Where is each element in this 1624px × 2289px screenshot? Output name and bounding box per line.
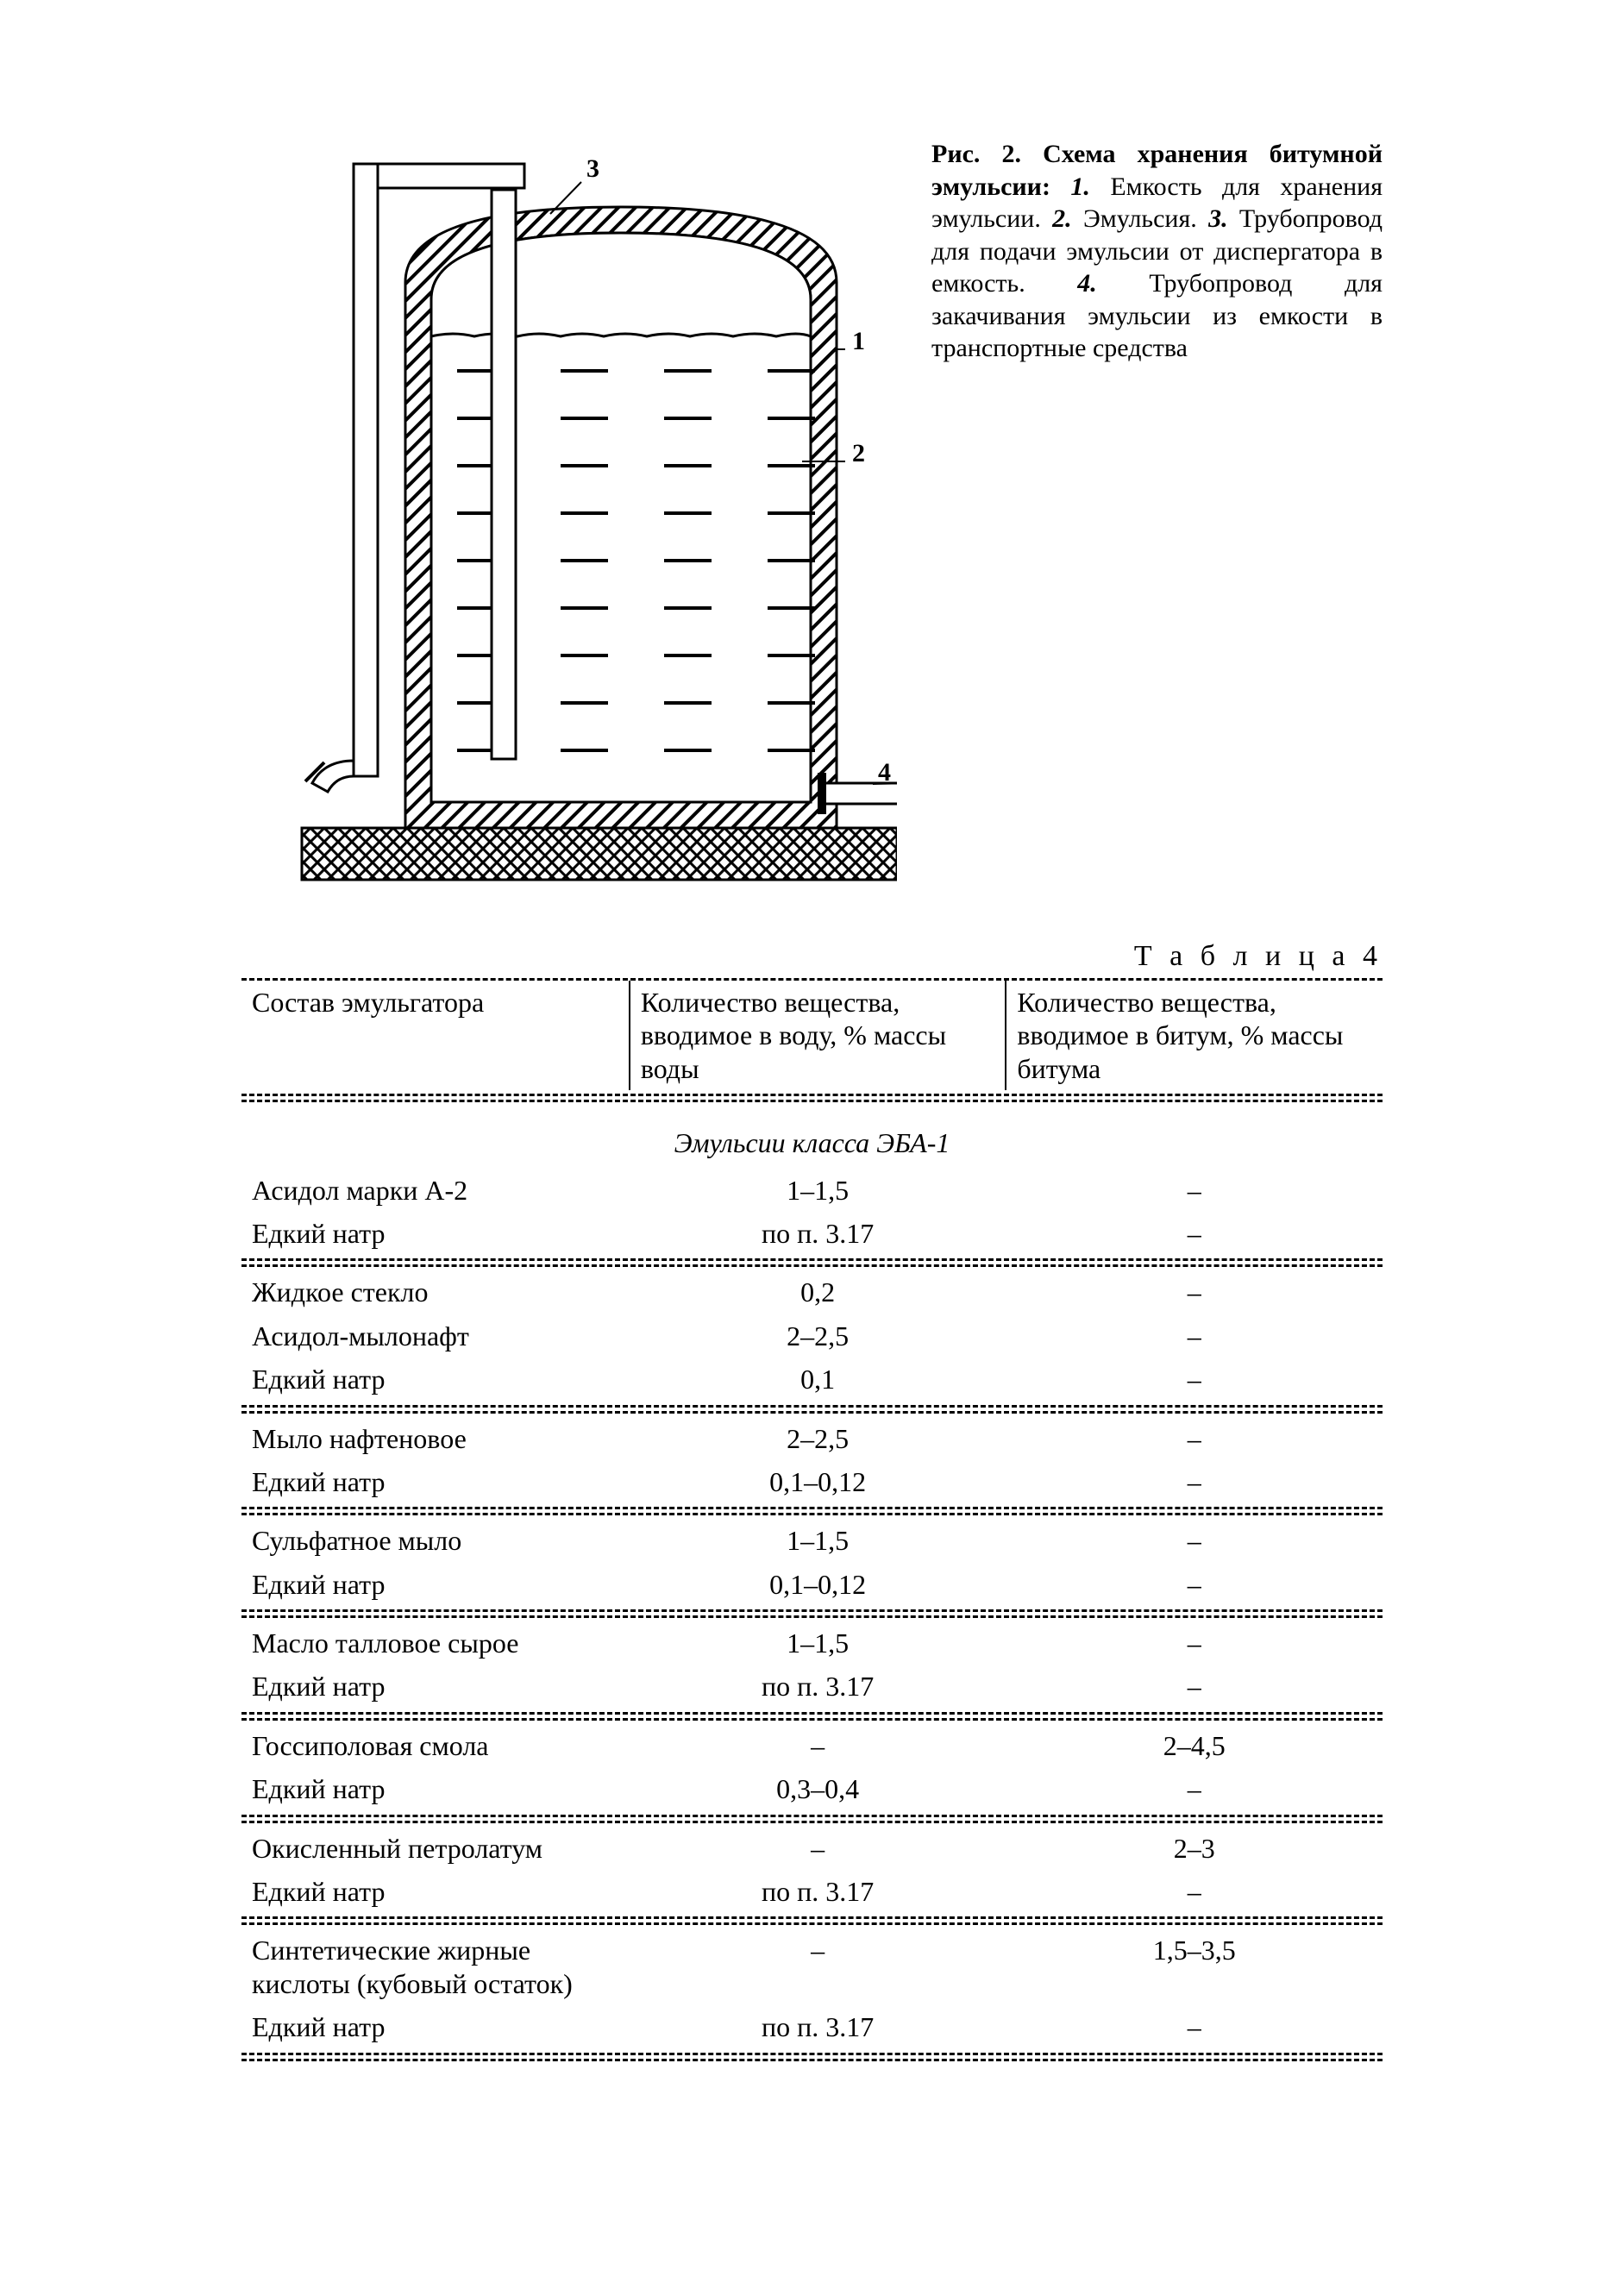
table-row: Едкий натр0,1– [241, 1358, 1383, 1401]
cell-name: Едкий натр [241, 1870, 630, 1913]
cell-bitumen: 1,5–3,5 [1006, 1928, 1383, 2005]
cell-bitumen: – [1006, 1563, 1383, 1606]
table-row: Сульфатное мыло1–1,5– [241, 1519, 1383, 1562]
cell-name: Едкий натр [241, 1563, 630, 1606]
header-bitumen: Количество вещества, вводимое в битум, %… [1006, 981, 1383, 1090]
table-row: Едкий натр0,1–0,12– [241, 1460, 1383, 1503]
cell-name: Едкий натр [241, 1460, 630, 1503]
table-number: Т а б л и ц а 4 [241, 940, 1383, 973]
cell-bitumen: – [1006, 1665, 1383, 1708]
cell-water: – [630, 1724, 1006, 1767]
cell-water: 2–2,5 [630, 1314, 1006, 1358]
table-row: Синтетические жирные кислоты (кубовый ос… [241, 1928, 1383, 2005]
cell-water: 0,2 [630, 1270, 1006, 1314]
cell-name: Жидкое стекло [241, 1270, 630, 1314]
cell-bitumen: – [1006, 1621, 1383, 1665]
emulsifier-table: Состав эмульгатора Количество вещества, … [241, 981, 1383, 2065]
cell-water: 0,1–0,12 [630, 1460, 1006, 1503]
table-header-row: Состав эмульгатора Количество вещества, … [241, 981, 1383, 1090]
cell-bitumen: 2–4,5 [1006, 1724, 1383, 1767]
figure-section: 1 2 3 4 Рис. 2. Схема хранения би­тумной эм… [241, 138, 1383, 888]
cell-water: 2–2,5 [630, 1417, 1006, 1460]
cell-bitumen: – [1006, 1314, 1383, 1358]
cell-name: Окисленный петролатум [241, 1827, 630, 1870]
table-row: Едкий натрпо п. 3.17– [241, 1212, 1383, 1255]
table-subheader: Эмульсии класса ЭБА-1 [241, 1106, 1383, 1168]
table-row: Асидол марки А-21–1,5– [241, 1169, 1383, 1212]
cell-name: Едкий натр [241, 1358, 630, 1401]
header-water: Количество вещества, вводимое в воду, % … [630, 981, 1006, 1090]
cell-bitumen: – [1006, 1212, 1383, 1255]
table-row: Едкий натр0,3–0,4– [241, 1767, 1383, 1810]
cell-water: по п. 3.17 [630, 1665, 1006, 1708]
cell-water: по п. 3.17 [630, 1212, 1006, 1255]
cell-bitumen: – [1006, 2005, 1383, 2048]
cell-water: 0,1–0,12 [630, 1563, 1006, 1606]
header-composition: Состав эмульгатора [241, 981, 630, 1090]
cell-water: – [630, 1928, 1006, 2005]
table-row: Асидол-мылонафт2–2,5– [241, 1314, 1383, 1358]
cell-name: Едкий натр [241, 2005, 630, 2048]
cell-name: Масло талловое сырое [241, 1621, 630, 1665]
table-row: Жидкое стекло0,2– [241, 1270, 1383, 1314]
cell-bitumen: – [1006, 1767, 1383, 1810]
figure-caption: Рис. 2. Схема хранения би­тумной эмульси… [897, 138, 1383, 365]
table-row: Окисленный петролатум–2–3 [241, 1827, 1383, 1870]
cell-name: Синтетические жирные кислоты (кубовый ос… [241, 1928, 630, 2005]
cell-name: Мыло нафтеновое [241, 1417, 630, 1460]
cell-water: 1–1,5 [630, 1169, 1006, 1212]
cell-bitumen: – [1006, 1460, 1383, 1503]
cell-water: 1–1,5 [630, 1621, 1006, 1665]
cell-name: Едкий натр [241, 1212, 630, 1255]
cell-name: Едкий натр [241, 1767, 630, 1810]
cell-name: Едкий натр [241, 1665, 630, 1708]
table-row: Едкий натр0,1–0,12– [241, 1563, 1383, 1606]
table-row: Едкий натрпо п. 3.17– [241, 1665, 1383, 1708]
table-row: Масло талловое сырое1–1,5– [241, 1621, 1383, 1665]
table-row: Едкий натрпо п. 3.17– [241, 1870, 1383, 1913]
cell-bitumen: – [1006, 1358, 1383, 1401]
svg-text:3: 3 [586, 154, 599, 183]
cell-name: Сульфатное мыло [241, 1519, 630, 1562]
cell-water: по п. 3.17 [630, 2005, 1006, 2048]
storage-tank-diagram: 1 2 3 4 [241, 138, 897, 888]
cell-bitumen: – [1006, 1270, 1383, 1314]
table-row: Мыло нафтеновое2–2,5– [241, 1417, 1383, 1460]
cell-water: 0,1 [630, 1358, 1006, 1401]
cell-water: 0,3–0,4 [630, 1767, 1006, 1810]
cell-bitumen: – [1006, 1169, 1383, 1212]
cell-water: по п. 3.17 [630, 1870, 1006, 1913]
svg-text:2: 2 [852, 439, 865, 467]
table-row: Едкий натрпо п. 3.17– [241, 2005, 1383, 2048]
cell-bitumen: – [1006, 1870, 1383, 1913]
cell-bitumen: – [1006, 1417, 1383, 1460]
cell-bitumen: 2–3 [1006, 1827, 1383, 1870]
svg-text:4: 4 [878, 758, 891, 787]
cell-name: Асидол марки А-2 [241, 1169, 630, 1212]
cell-water: 1–1,5 [630, 1519, 1006, 1562]
cell-name: Госсиполовая смола [241, 1724, 630, 1767]
svg-text:1: 1 [852, 327, 865, 355]
cell-bitumen: – [1006, 1519, 1383, 1562]
table-row: Госсиполовая смола–2–4,5 [241, 1724, 1383, 1767]
cell-name: Асидол-мылонафт [241, 1314, 630, 1358]
cell-water: – [630, 1827, 1006, 1870]
